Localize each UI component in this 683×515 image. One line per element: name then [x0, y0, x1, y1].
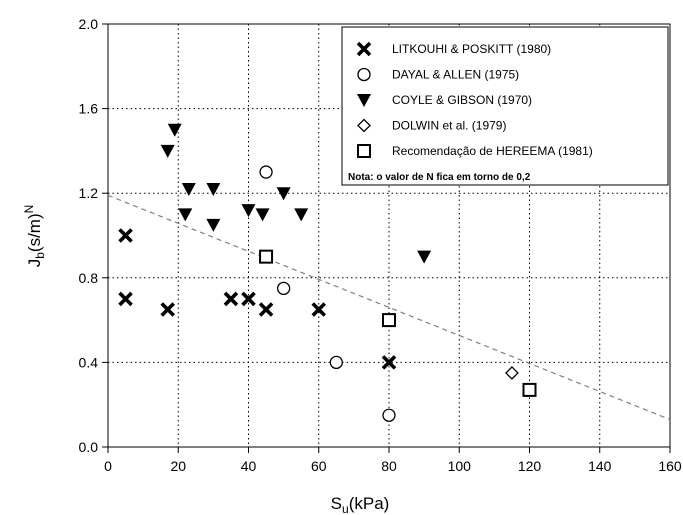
data-point-triangle-down — [206, 218, 221, 232]
y-tick-label: 1.6 — [79, 101, 99, 117]
legend-marker-x — [356, 41, 372, 57]
x-tick-label: 80 — [381, 458, 397, 474]
data-point-x — [223, 291, 239, 307]
legend-box — [341, 26, 669, 186]
y-tick-label: 2.0 — [79, 16, 99, 32]
legend-label: COYLE & GIBSON (1970) — [392, 93, 532, 107]
x-tick-label: 40 — [241, 458, 257, 474]
y-tick-label: 0.8 — [79, 270, 99, 286]
data-point-triangle-down — [417, 250, 432, 264]
data-point-square — [259, 249, 274, 264]
x-axis-label: Su(kPa) — [331, 494, 390, 515]
data-point-triangle-down — [276, 187, 291, 201]
data-point-circle — [276, 281, 291, 296]
legend-label: DOLWIN et al. (1979) — [392, 119, 506, 133]
x-tick-label: 60 — [311, 458, 327, 474]
x-ticks: 0 20 40 60 80 100 120 140 160 — [104, 447, 682, 474]
y-ticks: 0.0 0.4 0.8 1.2 1.6 2.0 — [79, 16, 108, 455]
data-point-triangle-down — [255, 208, 270, 222]
legend-marker-triangle-down — [357, 94, 371, 107]
data-point-circle — [259, 165, 273, 179]
legend-marker-square — [357, 144, 371, 158]
trend-line — [107, 194, 671, 421]
legend: LITKOUHI & POSKITT (1980) DAYAL & ALLEN (… — [341, 26, 669, 186]
x-tick-label: 100 — [448, 458, 472, 474]
x-tick-label: 160 — [658, 458, 682, 474]
x-tick-label: 120 — [518, 458, 542, 474]
data-point-triangle-down — [160, 144, 175, 158]
x-tick-label: 0 — [104, 458, 112, 474]
legend-marker-diamond — [357, 118, 371, 133]
data-point-x — [381, 355, 397, 370]
data-point-circle — [329, 355, 343, 370]
data-point-x — [241, 291, 256, 307]
data-point-triangle-down — [241, 204, 256, 218]
y-tick-label: 0.4 — [79, 354, 99, 370]
data-point-x — [160, 302, 175, 317]
y-tick-label: 1.2 — [79, 185, 99, 201]
data-point-triangle-down — [294, 208, 309, 222]
data-point-x — [118, 228, 133, 243]
data-point-triangle-down — [181, 182, 196, 196]
x-tick-label: 140 — [588, 458, 612, 474]
data-point-x — [118, 291, 133, 307]
data-point-x — [311, 302, 327, 317]
data-points — [118, 123, 537, 422]
data-point-triangle-down — [167, 123, 182, 137]
x-tick-label: 20 — [170, 458, 186, 474]
legend-marker-circle — [357, 67, 371, 82]
legend-label: LITKOUHI & POSKITT (1980) — [392, 42, 551, 56]
y-axis-label: Jb(s/m)N — [22, 205, 47, 268]
data-point-triangle-down — [178, 208, 193, 222]
data-point-triangle-down — [206, 182, 221, 196]
data-point-square — [382, 313, 396, 328]
legend-label: DAYAL & ALLEN (1975) — [392, 68, 519, 82]
legend-note: Nota: o valor de N fica em torno de 0,2 — [348, 172, 531, 183]
y-tick-label: 0.0 — [79, 439, 99, 455]
data-point-square — [522, 382, 537, 397]
legend-label: Recomendação de HEREEMA (1981) — [392, 144, 593, 158]
data-point-x — [258, 302, 274, 317]
data-point-diamond — [505, 366, 519, 380]
data-point-circle — [382, 408, 396, 422]
